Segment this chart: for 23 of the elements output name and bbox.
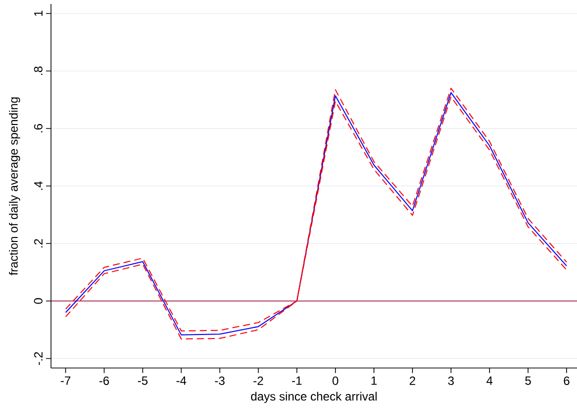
x-tick-label: -5 bbox=[138, 376, 148, 385]
y-tick-label: -.2 bbox=[34, 352, 42, 365]
x-tick-label: -3 bbox=[215, 376, 225, 385]
y-tick-label: 1 bbox=[34, 10, 42, 16]
y-tick-label: .8 bbox=[34, 66, 42, 75]
x-tick-label: -4 bbox=[176, 376, 186, 385]
x-tick-label: 5 bbox=[525, 376, 531, 385]
y-tick-label: 0 bbox=[34, 298, 42, 304]
y-tick-label: .6 bbox=[34, 124, 42, 132]
x-tick-label: 1 bbox=[372, 376, 377, 385]
x-tick-label: 3 bbox=[448, 376, 454, 385]
x-tick-label: 6 bbox=[564, 376, 570, 385]
x-tick-label: -7 bbox=[60, 376, 70, 385]
x-tick-label: -2 bbox=[254, 376, 264, 385]
x-tick-label: 4 bbox=[486, 376, 493, 385]
y-axis-title: fraction of daily average spending bbox=[8, 97, 20, 276]
y-tick-label: .2 bbox=[34, 239, 42, 248]
x-tick-label: 2 bbox=[410, 376, 416, 385]
y-tick-label: .4 bbox=[34, 181, 42, 190]
x-tick-label: -6 bbox=[99, 376, 109, 385]
x-tick-label: 0 bbox=[332, 376, 338, 385]
x-tick-label: -1 bbox=[292, 376, 302, 385]
x-axis-title: days since check arrival bbox=[251, 392, 377, 403]
